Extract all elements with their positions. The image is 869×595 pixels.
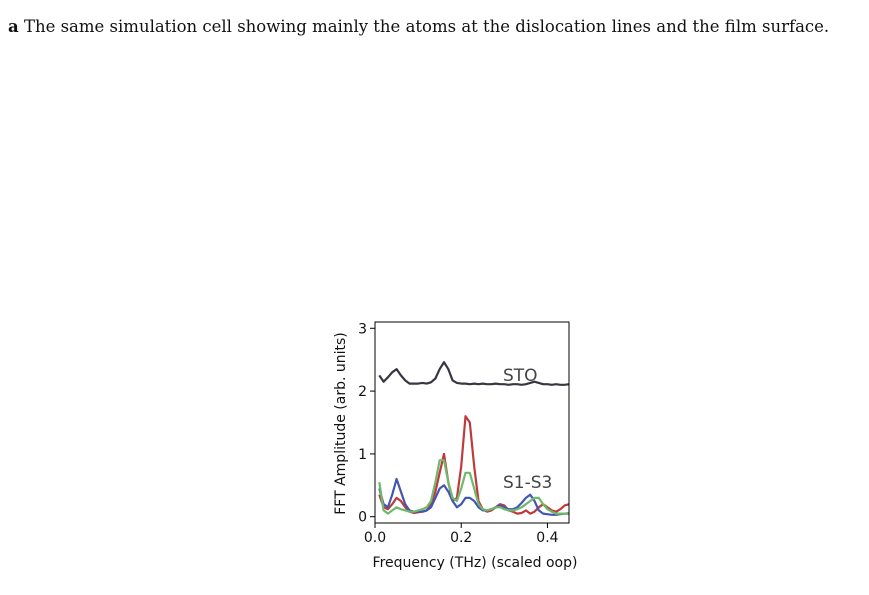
figure-caption: a The same simulation cell showing mainl… [8,17,829,36]
plot-frame [374,321,570,524]
series-line-4 [378,459,569,515]
x-tick-label-1: 0.2 [450,530,472,546]
series-line-1 [378,361,569,386]
x-tick-label-2: 0.4 [536,530,558,546]
y-tick-label-2: 2 [358,384,367,400]
caption-panel-label: a [8,17,19,36]
x-tick-label-0: 0.0 [364,530,386,546]
y-axis-label: FFT Amplitude (arb. units) [333,332,349,515]
annotation-sto: STO [503,366,538,386]
x-axis-label: Frequency (THz) (scaled oop) [373,555,578,571]
y-tick-label-3: 3 [358,321,367,337]
y-tick-label-1: 1 [358,447,367,463]
y-tick-label-0: 0 [358,510,367,526]
caption-text: The same simulation cell showing mainly … [23,17,830,36]
annotation-s1-s3: S1-S3 [503,473,552,493]
